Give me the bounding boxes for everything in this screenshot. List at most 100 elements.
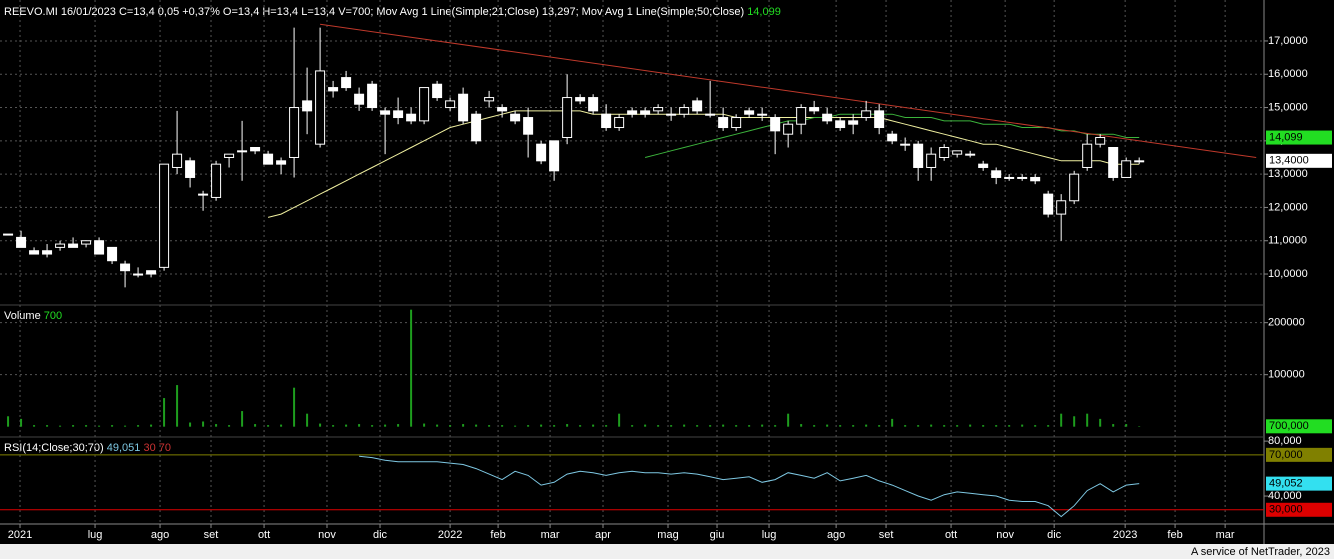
rsi-title: RSI(14;Close;30;70) bbox=[4, 442, 104, 454]
volume-bar bbox=[410, 309, 413, 427]
x-tick-label: feb bbox=[490, 529, 505, 541]
volume-bar bbox=[800, 424, 803, 427]
volume-bar bbox=[176, 385, 179, 427]
candle-body bbox=[198, 193, 209, 196]
volume-bar bbox=[85, 425, 88, 427]
header-value: 14,099 bbox=[747, 6, 781, 18]
volume-bar bbox=[553, 425, 556, 427]
y-tick-label: 11,0000 bbox=[1268, 235, 1307, 247]
y-tick-label: 17,0000 bbox=[1268, 35, 1308, 47]
volume-bar bbox=[865, 424, 868, 427]
volume-bar bbox=[956, 425, 959, 427]
candle-body bbox=[107, 246, 118, 262]
candle-body bbox=[302, 100, 313, 112]
y-tick-label: 100000 bbox=[1268, 369, 1305, 381]
volume-bar bbox=[449, 425, 452, 427]
volume-bar bbox=[1125, 424, 1128, 427]
volume-bar bbox=[150, 424, 153, 427]
volume-bar bbox=[46, 425, 49, 427]
volume-bar bbox=[280, 424, 283, 427]
candle-body bbox=[809, 107, 820, 112]
x-tick-label: ott bbox=[945, 529, 957, 541]
value-marker-label: 70,000 bbox=[1269, 449, 1303, 461]
volume-bar bbox=[189, 422, 192, 427]
candle-body bbox=[1095, 137, 1106, 145]
candle-body bbox=[393, 110, 404, 119]
x-tick-label: mar bbox=[541, 529, 560, 541]
volume-bar bbox=[852, 425, 855, 427]
volume-bar bbox=[111, 425, 114, 427]
volume-bar bbox=[631, 425, 634, 427]
x-tick-label: feb bbox=[1167, 529, 1182, 541]
volume-bar bbox=[124, 425, 127, 427]
volume-bar bbox=[1008, 425, 1011, 427]
volume-bar bbox=[826, 424, 829, 427]
volume-bar bbox=[878, 425, 881, 427]
volume-bar bbox=[813, 425, 816, 427]
volume-bar bbox=[1034, 425, 1037, 427]
value-marker bbox=[1266, 502, 1332, 517]
candle-body bbox=[991, 170, 1002, 178]
volume-bar bbox=[20, 418, 23, 427]
rsi-levels: 30 70 bbox=[143, 442, 171, 454]
volume-bar bbox=[1073, 416, 1076, 427]
candle-body bbox=[666, 113, 677, 116]
volume-bar bbox=[59, 425, 62, 427]
candle-body bbox=[211, 163, 222, 198]
volume-bar bbox=[995, 425, 998, 427]
header: REEVO.MI 16/01/2023 C=13,4 0,05 +0,37% O… bbox=[4, 6, 781, 18]
volume-bar bbox=[670, 425, 673, 427]
volume-bar bbox=[592, 424, 595, 427]
volume-bar bbox=[501, 425, 504, 427]
x-tick-label: giu bbox=[710, 529, 725, 541]
x-tick-label: set bbox=[879, 529, 894, 541]
volume-current: 700 bbox=[44, 310, 62, 322]
candle-body bbox=[367, 83, 378, 109]
footer: A service of NetTrader, 2023 bbox=[1191, 546, 1330, 558]
moving-average bbox=[644, 113, 1140, 158]
x-tick-label: mar bbox=[1216, 529, 1235, 541]
candle-body bbox=[952, 150, 963, 155]
volume-bar bbox=[696, 425, 699, 427]
candle-body bbox=[835, 120, 846, 129]
candle-body bbox=[744, 110, 755, 115]
x-tick-label: set bbox=[204, 529, 219, 541]
candle-body bbox=[16, 236, 27, 248]
x-tick-label: nov bbox=[318, 529, 336, 541]
candle-body bbox=[588, 97, 599, 112]
volume-bar bbox=[917, 425, 920, 427]
candle-body bbox=[926, 153, 937, 168]
candle-body bbox=[978, 163, 989, 168]
volume-bar bbox=[709, 425, 712, 427]
candle-body bbox=[276, 160, 287, 165]
candle-body bbox=[965, 153, 976, 156]
candle-body bbox=[575, 97, 586, 102]
volume-bar bbox=[72, 425, 75, 427]
candle-body bbox=[822, 113, 833, 122]
candle-body bbox=[354, 93, 365, 105]
x-tick-label: dic bbox=[373, 529, 388, 541]
value-marker bbox=[1266, 476, 1332, 491]
y-tick-label: 40,000 bbox=[1268, 490, 1302, 502]
candle-body bbox=[68, 243, 79, 248]
candle-body bbox=[146, 270, 157, 275]
candle-body bbox=[848, 120, 859, 125]
candle-body bbox=[380, 110, 391, 115]
volume-title: Volume bbox=[4, 310, 41, 322]
volume-bar bbox=[644, 424, 647, 427]
volume-bar bbox=[943, 425, 946, 427]
volume-bar bbox=[332, 425, 335, 427]
candle-body bbox=[1121, 160, 1132, 178]
y-tick-label: 13,0000 bbox=[1268, 168, 1308, 180]
volume-bar bbox=[683, 424, 686, 427]
volume-bar bbox=[1021, 424, 1024, 427]
value-marker-label: 13,4000 bbox=[1269, 155, 1309, 167]
volume-bar bbox=[787, 413, 790, 427]
header-text: REEVO.MI 16/01/2023 C=13,4 0,05 +0,37% O… bbox=[4, 6, 744, 18]
candle-body bbox=[887, 133, 898, 142]
volume-bar bbox=[306, 413, 309, 427]
volume-bar bbox=[1060, 413, 1063, 427]
volume-bar bbox=[7, 416, 10, 427]
y-tick-label: 200000 bbox=[1268, 317, 1305, 329]
